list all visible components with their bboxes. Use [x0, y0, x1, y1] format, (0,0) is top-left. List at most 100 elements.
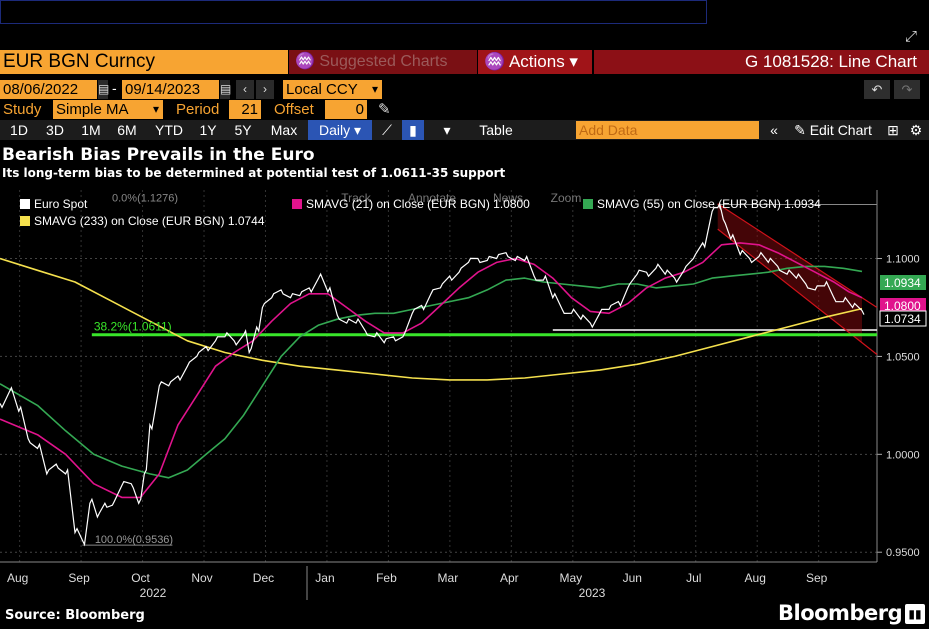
line-chart-icon[interactable]: ⟋	[382, 122, 392, 138]
legend-swatch	[292, 199, 302, 209]
euro-spot-line	[0, 201, 865, 547]
pencil-icon: ✎	[794, 122, 810, 138]
ticker-field[interactable]: EUR BGN Curncy	[0, 50, 288, 74]
range-max[interactable]: Max	[270, 122, 298, 138]
legend-label: SMAVG (55) on Close (EUR BGN) 1.0934	[597, 197, 821, 211]
chart-menu-item: News	[493, 191, 523, 205]
range-1y[interactable]: 1Y	[199, 122, 217, 138]
sma55-line	[0, 265, 863, 479]
chart-menu-item: Annotate	[408, 191, 456, 205]
fib-100-label: 100.0%(0.9536)	[95, 534, 173, 546]
prev-period-button[interactable]: ‹	[236, 80, 254, 99]
sma233-line	[0, 257, 863, 381]
y-tick-label: 1.1000	[886, 254, 920, 266]
chart-headline: Bearish Bias Prevails in the Euro	[2, 145, 315, 165]
trend-channel	[717, 203, 863, 343]
x-tick-label: Aug	[745, 571, 766, 585]
x-tick-label: Dec	[253, 571, 274, 585]
legend-label: Euro Spot	[34, 197, 88, 211]
expand-icon[interactable]: ⤢	[905, 28, 918, 45]
range-6m[interactable]: 6M	[117, 122, 137, 138]
chevron-down-icon: ▾	[564, 52, 578, 71]
x-tick-label: Mar	[438, 571, 459, 585]
grid-icon[interactable]: ⊞	[887, 122, 899, 138]
legend-swatch	[583, 199, 593, 209]
frequency-select[interactable]: Daily ▾	[308, 120, 372, 140]
offset-input[interactable]: 0	[325, 100, 367, 119]
x-tick-label: Sep	[806, 571, 828, 585]
redo-icon[interactable]: ↷	[894, 80, 920, 99]
last-value-label: 1.0934	[884, 276, 921, 290]
x-tick-label: Feb	[376, 571, 397, 585]
fib-38-label: 38.2%(1.0611)	[94, 320, 172, 334]
x-tick-label: Jun	[623, 571, 642, 585]
collapse-icon[interactable]: «	[770, 122, 778, 138]
calendar-icon[interactable]: ▤	[98, 80, 109, 99]
x-tick-label: Jul	[686, 571, 701, 585]
start-date-field[interactable]: 08/06/2022	[0, 80, 97, 99]
legend-label: SMAVG (233) on Close (EUR BGN) 1.0744	[34, 214, 265, 228]
legend-swatch	[20, 216, 30, 226]
x-tick-label: Sep	[68, 571, 90, 585]
last-value-tag	[880, 298, 926, 313]
legend-label: SMAVG (21) on Close (EUR BGN) 1.0800	[306, 197, 530, 211]
chevron-down-icon[interactable]: ▾	[443, 122, 451, 138]
plot-area	[0, 190, 877, 562]
chevron-down-icon[interactable]: ▾	[149, 100, 163, 119]
x-tick-label: May	[559, 571, 582, 585]
currency-select[interactable]: Local CCY	[283, 80, 368, 99]
period-label: Period	[176, 101, 220, 118]
x-tick-label: Aug	[7, 571, 28, 585]
range-1m[interactable]: 1M	[81, 122, 101, 138]
table-button[interactable]: Table	[479, 122, 513, 138]
study-select[interactable]: Simple MA	[53, 100, 149, 119]
last-value-label: 1.0800	[884, 299, 921, 313]
x-tick-label: Oct	[131, 571, 150, 585]
y-tick-label: 0.9500	[886, 547, 920, 559]
suggested-charts-button[interactable]: ♒ Suggested Charts	[289, 50, 477, 74]
actions-icon: ♒	[484, 52, 509, 71]
next-period-button[interactable]: ›	[256, 80, 274, 99]
command-bar[interactable]	[0, 0, 707, 24]
chevron-down-icon[interactable]: ▾	[368, 80, 382, 99]
last-value-tag	[879, 310, 927, 327]
gear-icon[interactable]: ⚙	[909, 122, 923, 138]
undo-icon[interactable]: ↶	[864, 80, 890, 99]
y-tick-label: 1.0000	[886, 449, 920, 461]
edit-chart-button[interactable]: ✎ Edit Chart	[794, 122, 872, 138]
chevron-down-icon: ▾	[350, 122, 362, 138]
calendar-icon[interactable]: ▤	[220, 80, 231, 99]
legend-swatch	[20, 199, 30, 209]
source-note: Source: Bloomberg	[5, 608, 145, 623]
actions-menu[interactable]: ♒ Actions ▾	[478, 50, 592, 74]
pencil-icon[interactable]: ✎	[378, 101, 391, 118]
chart-subheadline: Its long-term bias to be determined at p…	[2, 166, 506, 180]
date-separator: -	[112, 80, 117, 96]
last-value-label: 1.0734	[884, 312, 921, 326]
offset-label: Offset	[274, 101, 314, 118]
range-3d[interactable]: 3D	[46, 122, 64, 138]
bloomberg-icon: ▮▮	[905, 604, 925, 624]
year-label: 2022	[140, 586, 167, 600]
period-input[interactable]: 21	[229, 100, 261, 119]
x-tick-label: Apr	[500, 571, 519, 585]
channel-upper-line	[717, 203, 878, 308]
sma21-line	[0, 242, 863, 499]
x-tick-label: Jan	[315, 571, 334, 585]
suggested-icon: ♒	[295, 53, 320, 70]
candle-chart-icon[interactable]: ▮	[402, 120, 424, 140]
end-date-field[interactable]: 09/14/2023	[122, 80, 219, 99]
range-1d[interactable]: 1D	[10, 122, 28, 138]
range-ytd[interactable]: YTD	[155, 122, 183, 138]
fib-0-label: 0.0%(1.1276)	[112, 192, 178, 204]
range-5y[interactable]: 5Y	[234, 122, 252, 138]
x-tick-label: Nov	[191, 571, 212, 585]
chart-menu-item: Track	[341, 191, 372, 205]
brand-logo: Bloomberg	[778, 601, 903, 625]
year-label: 2023	[579, 586, 606, 600]
chart-id-title: G 1081528: Line Chart	[594, 50, 929, 74]
last-value-tag	[880, 275, 926, 290]
add-data-input[interactable]: Add Data	[576, 121, 759, 139]
study-label: Study	[3, 101, 42, 118]
